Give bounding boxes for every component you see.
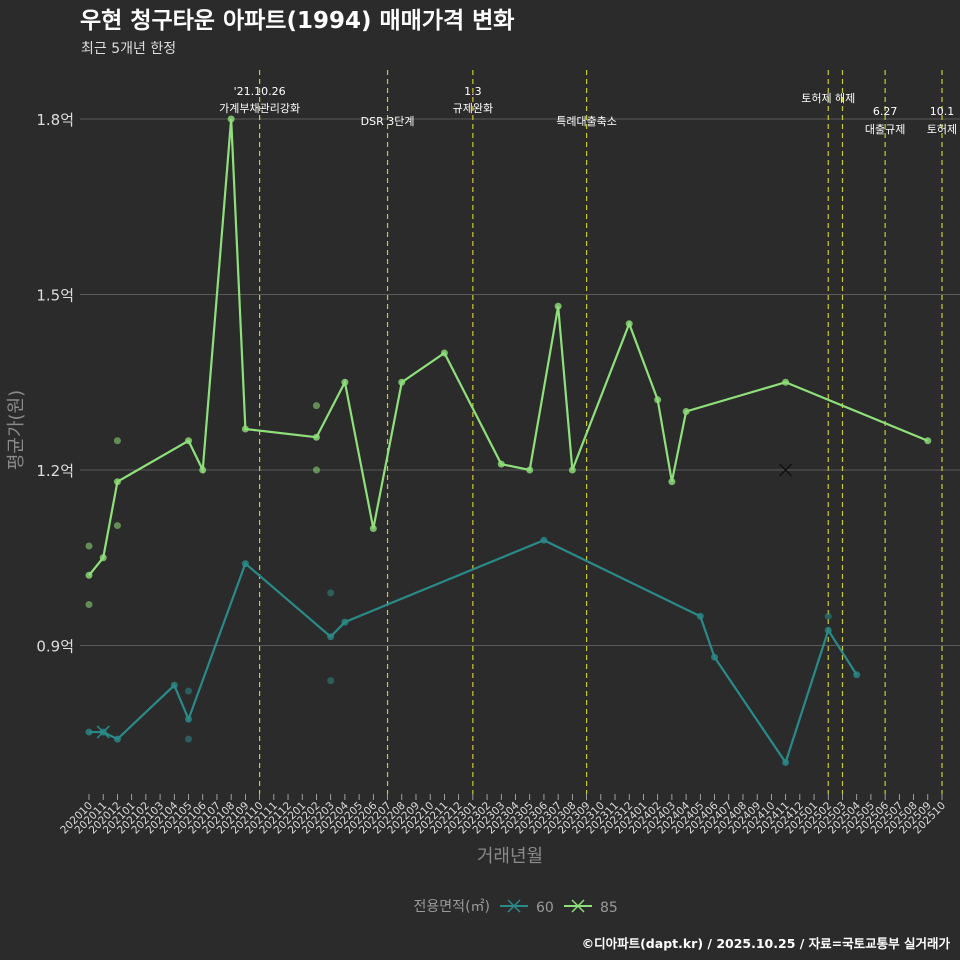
legend-label-85: 85	[600, 900, 618, 916]
event-annotation: 1.3	[464, 85, 482, 98]
data-point-85	[625, 320, 633, 328]
data-point-85	[568, 466, 576, 474]
data-point-85	[85, 571, 93, 579]
data-point-85	[227, 115, 235, 123]
y-tick-label: 1.2억	[36, 462, 74, 480]
event-annotation: 대출규제	[865, 123, 905, 136]
data-point-60	[185, 715, 193, 723]
data-point-60	[113, 735, 121, 743]
data-point-85	[440, 349, 448, 357]
data-point-60	[853, 671, 861, 679]
data-point-85	[312, 433, 320, 441]
chart-subtitle: 최근 5개년 한정	[81, 41, 176, 57]
data-point-85	[398, 378, 406, 386]
data-point-60	[85, 728, 93, 736]
data-point-60	[341, 618, 349, 626]
y-tick-label: 0.9억	[36, 638, 74, 656]
data-point-85	[85, 601, 93, 609]
data-point-60	[241, 560, 249, 568]
data-point-60	[824, 626, 832, 634]
data-point-60	[824, 612, 832, 620]
event-annotation: DSR 3단계	[361, 115, 415, 128]
data-point-85	[185, 437, 193, 445]
y-axis-label: 평균가(원)	[6, 390, 27, 470]
cross-marker-60	[96, 725, 110, 739]
data-point-60	[185, 687, 193, 695]
event-annotation: 특례대출축소	[556, 115, 617, 128]
x-axis-label: 거래년월	[477, 846, 543, 867]
data-point-85	[312, 466, 320, 474]
data-point-60	[711, 653, 719, 661]
data-point-85	[199, 466, 207, 474]
legend-label-60: 60	[536, 900, 554, 916]
event-annotation: 6.27	[873, 105, 898, 118]
event-annotation: 토허제	[927, 123, 957, 136]
series-line-85	[88, 118, 929, 576]
data-point-85	[341, 378, 349, 386]
data-point-85	[526, 466, 534, 474]
data-point-85	[924, 437, 932, 445]
event-annotation: '21.10.26	[234, 85, 286, 98]
data-point-85	[668, 478, 676, 486]
event-annotation: 가계부채관리강화	[219, 102, 300, 115]
data-point-85	[312, 402, 320, 410]
legend-key-60	[500, 899, 528, 913]
series-line-60	[89, 538, 858, 765]
data-point-85	[113, 478, 121, 486]
event-annotation: 토허제 해제	[801, 91, 855, 105]
data-point-60	[170, 681, 178, 689]
data-point-85	[99, 554, 107, 562]
data-point-85	[85, 542, 93, 550]
event-annotation: 10.1	[930, 105, 955, 118]
data-point-85	[782, 378, 790, 386]
legend-title: 전용면적(㎡)	[414, 899, 490, 915]
data-point-85	[497, 460, 505, 468]
data-point-85	[241, 425, 249, 433]
data-point-85	[554, 302, 562, 310]
data-point-85	[369, 525, 377, 532]
data-point-85	[654, 396, 662, 404]
data-point-60	[327, 589, 335, 597]
data-point-85	[113, 522, 121, 530]
event-annotation: 규제완화	[453, 102, 493, 115]
legend-key-85	[564, 899, 592, 913]
data-point-60	[696, 612, 704, 620]
caption: ©디아파트(dapt.kr) / 2025.10.25 / 자료=국토교통부 실…	[582, 936, 951, 951]
data-point-60	[327, 677, 335, 685]
data-point-60	[782, 759, 790, 766]
chart-title: 우현 청구타운 아파트(1994) 매매가격 변화	[80, 8, 514, 34]
y-tick-label: 1.5억	[36, 287, 74, 305]
y-tick-label: 1.8억	[36, 111, 74, 129]
data-point-60	[540, 536, 548, 544]
cross-marker-85	[779, 463, 793, 477]
legend: 전용면적(㎡) 60 85	[414, 899, 618, 916]
data-point-60	[327, 633, 335, 641]
data-point-60	[185, 735, 193, 743]
data-point-85	[682, 408, 690, 415]
data-point-85	[113, 437, 121, 445]
